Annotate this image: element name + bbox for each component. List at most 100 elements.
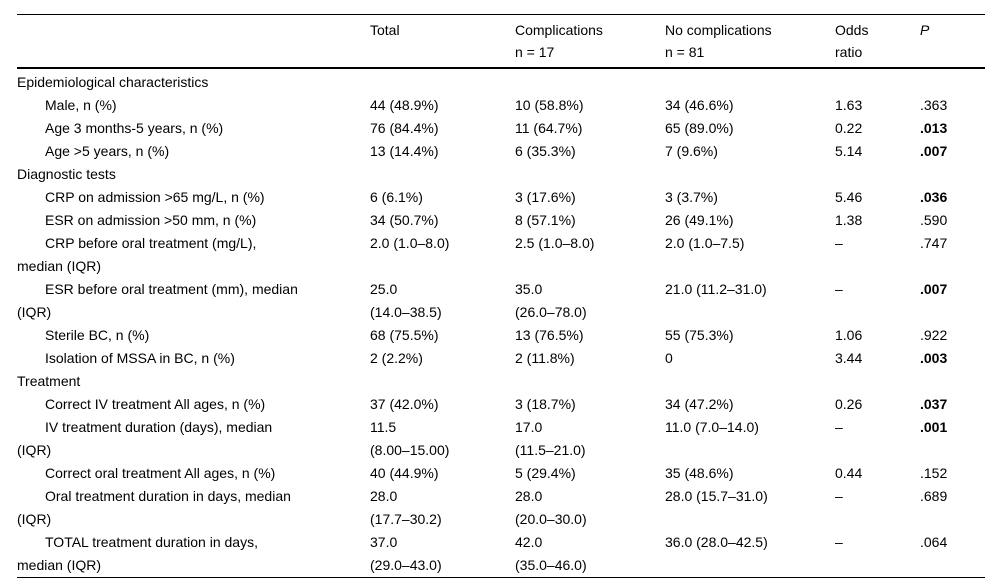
cell-total: 2.0 (1.0–8.0) [370,235,450,251]
header-complications: Complications n = 17 [515,14,665,69]
section-label: Treatment [17,373,81,389]
section-label: Diagnostic tests [17,166,116,182]
cell-odds-ratio: – [835,419,843,435]
table-row: Correct IV treatment All ages, n (%) 37 (… [17,393,985,416]
cell-no-complications [665,68,835,94]
cell-odds-ratio [835,68,920,94]
results-table: Total Complications n = 17 No complicati… [17,14,985,578]
cell-odds-ratio: 1.38 [835,212,863,228]
cell-odds-ratio: – [835,488,843,504]
cell-total: 13 (14.4%) [370,143,439,159]
cell-complications: 2.5 (1.0–8.0) [515,235,595,251]
cell-no-complications: 34 (46.6%) [665,97,734,113]
table-header: Total Complications n = 17 No complicati… [17,14,985,69]
cell-odds-ratio: 0.22 [835,120,863,136]
cell-p [920,163,985,186]
cell-odds-ratio: – [835,235,843,251]
cell-no-complications: 55 (75.3%) [665,327,734,343]
cell-p: .013 [920,120,948,136]
row-label: Sterile BC, n (%) [45,327,150,343]
cell-p: .747 [920,235,948,251]
cell-no-complications: 35 (48.6%) [665,465,734,481]
cell-p: .007 [920,143,948,159]
cell-complications: 17.0 (11.5–21.0) [515,419,586,458]
cell-odds-ratio: 3.44 [835,350,863,366]
cell-p: .152 [920,465,948,481]
section-label: Epidemiological characteristics [17,74,209,90]
cell-odds-ratio: 0.44 [835,465,863,481]
cell-p: .037 [920,396,948,412]
row-label: TOTAL treatment duration in days, median… [17,534,258,573]
cell-no-complications: 7 (9.6%) [665,143,718,159]
cell-odds-ratio: 5.46 [835,189,863,205]
cell-total: 40 (44.9%) [370,465,439,481]
cell-p [920,370,985,393]
cell-total: 68 (75.5%) [370,327,439,343]
cell-no-complications: 36.0 (28.0–42.5) [665,534,768,550]
cell-complications: 28.0 (20.0–30.0) [515,488,587,527]
cell-total: 34 (50.7%) [370,212,439,228]
cell-complications: 8 (57.1%) [515,212,576,228]
cell-total [370,68,515,94]
cell-no-complications: 0 [665,350,673,366]
cell-p: .001 [920,419,948,435]
cell-complications: 13 (76.5%) [515,327,584,343]
table-row: Isolation of MSSA in BC, n (%) 2 (2.2%) 2 … [17,347,985,370]
cell-odds-ratio: – [835,534,843,550]
cell-complications [515,163,665,186]
cell-total: 37 (42.0%) [370,396,439,412]
cell-odds-ratio: 5.14 [835,143,863,159]
cell-total: 6 (6.1%) [370,189,423,205]
cell-no-complications: 11.0 (7.0–14.0) [665,419,759,435]
cell-p: .689 [920,488,948,504]
table-row: IV treatment duration (days), median (IQ… [17,416,985,462]
header-row: Total Complications n = 17 No complicati… [17,14,985,69]
cell-total: 2 (2.2%) [370,350,423,366]
section-row: Diagnostic tests [17,163,985,186]
table-row: Correct oral treatment All ages, n (%) 40… [17,462,985,485]
row-label: ESR on admission >50 mm, n (%) [45,212,257,228]
header-empty-cell [17,14,370,69]
cell-no-complications: 21.0 (11.2–31.0) [665,281,767,297]
cell-total: 44 (48.9%) [370,97,439,113]
cell-p: .003 [920,350,948,366]
row-label: Correct oral treatment All ages, n (%) [45,465,276,481]
cell-p: .590 [920,212,948,228]
cell-odds-ratio: – [835,281,843,297]
cell-no-complications: 3 (3.7%) [665,189,718,205]
table-row: TOTAL treatment duration in days, median… [17,531,985,578]
row-label: Oral treatment duration in days, median … [17,488,291,527]
row-label: Male, n (%) [45,97,117,113]
table-row: CRP before oral treatment (mg/L), median… [17,232,985,278]
cell-odds-ratio: 1.63 [835,97,863,113]
cell-complications [515,370,665,393]
table-body: Epidemiological characteristics Male, n (… [17,68,985,578]
cell-no-complications [665,163,835,186]
table-row: ESR on admission >50 mm, n (%) 34 (50.7%)… [17,209,985,232]
cell-complications: 6 (35.3%) [515,143,576,159]
table-row: Sterile BC, n (%) 68 (75.5%) 13 (76.5%) 55 … [17,324,985,347]
cell-total: 25.0 (14.0–38.5) [370,281,442,320]
cell-complications: 10 (58.8%) [515,97,584,113]
table-row: Male, n (%) 44 (48.9%) 10 (58.8%) 34 (46.6%… [17,94,985,117]
cell-no-complications: 26 (49.1%) [665,212,734,228]
cell-odds-ratio [835,370,920,393]
row-label: CRP before oral treatment (mg/L), median… [17,235,257,274]
cell-complications: 11 (64.7%) [515,120,583,136]
cell-no-complications [665,370,835,393]
section-row: Epidemiological characteristics [17,68,985,94]
cell-p: .363 [920,97,948,113]
cell-no-complications: 28.0 (15.7–31.0) [665,488,768,504]
cell-no-complications: 34 (47.2%) [665,396,734,412]
row-label: ESR before oral treatment (mm), median (… [17,281,298,320]
table-row: Age >5 years, n (%) 13 (14.4%) 6 (35.3%) 7 … [17,140,985,163]
row-label: CRP on admission >65 mg/L, n (%) [45,189,265,205]
cell-p [920,68,985,94]
cell-total: 76 (84.4%) [370,120,439,136]
row-label: Correct IV treatment All ages, n (%) [45,396,266,412]
cell-no-complications: 2.0 (1.0–7.5) [665,235,745,251]
cell-complications: 3 (17.6%) [515,189,576,205]
cell-p: .064 [920,534,948,550]
cell-complications: 3 (18.7%) [515,396,576,412]
cell-p: .036 [920,189,948,205]
